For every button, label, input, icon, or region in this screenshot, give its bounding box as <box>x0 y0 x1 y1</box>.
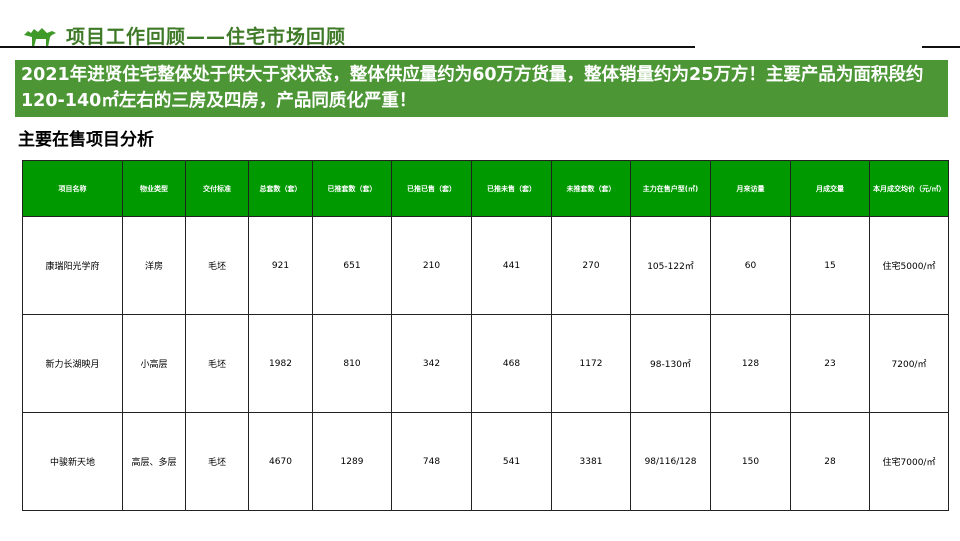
column-header: 已推未售（套） <box>471 160 552 217</box>
table-cell: 小高层 <box>122 314 186 413</box>
table-cell: 98/116/128 <box>630 412 711 511</box>
table-row: 康瑞阳光学府 洋房 毛坯 921 651 210 441 270 105-122㎡ 60 15 住宅5… <box>22 216 949 315</box>
column-header: 本月成交均价（元/㎡） <box>869 160 949 217</box>
table-cell: 1289 <box>312 412 392 511</box>
table-row: 新力长湖映月 小高层 毛坯 1982 810 342 468 1172 98-130㎡ 128 23… <box>22 314 949 413</box>
divider <box>922 46 960 48</box>
section-title: 主要在售项目分析 <box>18 130 154 150</box>
table-cell: 洋房 <box>122 216 186 315</box>
table-cell: 128 <box>710 314 791 413</box>
table-cell: 810 <box>312 314 392 413</box>
table-cell: 60 <box>710 216 791 315</box>
table-cell: 3381 <box>551 412 631 511</box>
column-header: 总套数（套） <box>248 160 313 217</box>
table-cell: 1172 <box>551 314 631 413</box>
table-cell: 毛坯 <box>185 314 249 413</box>
column-header: 已推已售（套） <box>391 160 472 217</box>
column-header: 未推套数（套） <box>551 160 631 217</box>
table-cell: 342 <box>391 314 472 413</box>
table-cell: 高层、多层 <box>122 412 186 511</box>
table-cell: 270 <box>551 216 631 315</box>
table-cell: 23 <box>790 314 870 413</box>
table-cell: 921 <box>248 216 313 315</box>
column-header: 交付标准 <box>185 160 249 217</box>
table-cell: 康瑞阳光学府 <box>22 216 123 315</box>
table-cell: 1982 <box>248 314 313 413</box>
column-header: 月来访量 <box>710 160 791 217</box>
table-cell: 新力长湖映月 <box>22 314 123 413</box>
table-cell: 468 <box>471 314 552 413</box>
camel-logo-icon <box>24 28 56 47</box>
table-cell: 中骏新天地 <box>22 412 123 511</box>
column-header: 已推套数（套） <box>312 160 392 217</box>
table-cell: 541 <box>471 412 552 511</box>
table-cell: 4670 <box>248 412 313 511</box>
page-title: 项目工作回顾——住宅市场回顾 <box>66 26 347 48</box>
column-header: 物业类型 <box>122 160 186 217</box>
table-cell: 210 <box>391 216 472 315</box>
column-header: 项目名称 <box>22 160 123 217</box>
table-row: 中骏新天地 高层、多层 毛坯 4670 1289 748 541 3381 98/116/128… <box>22 412 949 511</box>
divider <box>0 46 695 48</box>
table-cell: 住宅7000/㎡ <box>869 412 949 511</box>
table-cell: 748 <box>391 412 472 511</box>
table-cell: 住宅5000/㎡ <box>869 216 949 315</box>
summary-banner: 2021年进贤住宅整体处于供大于求状态，整体供应量约为60万方货量，整体销量约为… <box>15 60 948 117</box>
table-cell: 441 <box>471 216 552 315</box>
table-cell: 毛坯 <box>185 216 249 315</box>
table-cell: 98-130㎡ <box>630 314 711 413</box>
column-header: 主力在售户型(㎡) <box>630 160 711 217</box>
table-cell: 7200/㎡ <box>869 314 949 413</box>
table-header-row: 项目名称 物业类型 交付标准 总套数（套） 已推套数（套） 已推已售（套） 已推未售（套）未… <box>22 160 949 217</box>
column-header: 月成交量 <box>790 160 870 217</box>
table-cell: 150 <box>710 412 791 511</box>
table-cell: 15 <box>790 216 870 315</box>
table-cell: 28 <box>790 412 870 511</box>
project-table: 项目名称 物业类型 交付标准 总套数（套） 已推套数（套） 已推已售（套） 已推未售（套）未… <box>22 160 949 511</box>
table-cell: 105-122㎡ <box>630 216 711 315</box>
table-cell: 毛坯 <box>185 412 249 511</box>
table-cell: 651 <box>312 216 392 315</box>
